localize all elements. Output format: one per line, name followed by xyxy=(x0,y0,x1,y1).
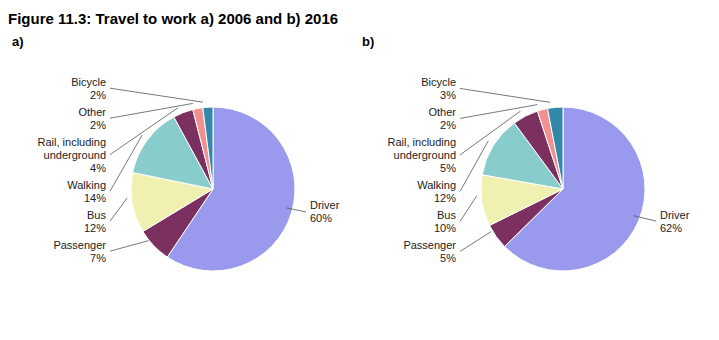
svg-text:Other2%: Other2% xyxy=(78,106,106,131)
svg-text:Passenger7%: Passenger7% xyxy=(53,239,106,264)
html-text:Figure 11.3: Travel to work a): Figure 11.3: Travel to work a) 2006 and … xyxy=(8,10,339,27)
svg-text:Bicycle3%: Bicycle3% xyxy=(421,76,456,101)
svg-text:Driver60%: Driver60% xyxy=(310,199,340,224)
svg-text:Rail, includingunderground4%: Rail, includingunderground4% xyxy=(38,136,107,174)
svg-text:Bicycle2%: Bicycle2% xyxy=(71,76,106,101)
svg-text:Bus12%: Bus12% xyxy=(84,209,107,234)
svg-text:Passenger5%: Passenger5% xyxy=(403,239,456,264)
svg-text:Driver62%: Driver62% xyxy=(660,209,690,234)
html-text:b): b) xyxy=(362,34,375,49)
svg-text:Bus10%: Bus10% xyxy=(434,209,457,234)
svg-text:Walking12%: Walking12% xyxy=(417,179,456,204)
html-text:a): a) xyxy=(12,34,24,49)
svg-text:Rail, includingunderground5%: Rail, includingunderground5% xyxy=(388,136,457,174)
svg-text:Other2%: Other2% xyxy=(428,106,456,131)
svg-text:Walking14%: Walking14% xyxy=(67,179,106,204)
